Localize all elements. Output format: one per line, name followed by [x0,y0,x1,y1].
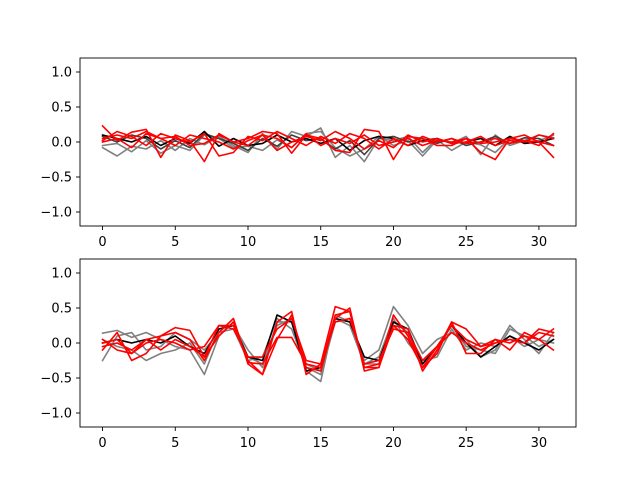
y-tick-label: 1.0 [51,66,72,81]
series-line-5 [101,305,555,376]
x-tick-label: 30 [531,436,548,451]
y-tick-label: −0.5 [40,372,72,387]
x-tick-label: 20 [385,235,402,250]
y-tick-label: −1.0 [40,407,72,422]
series-line-8 [101,317,555,365]
y-tick-label: 1.0 [51,267,72,282]
y-tick-label: 0.5 [51,302,72,317]
x-tick-label: 25 [458,436,475,451]
x-tick-label: 15 [312,436,329,451]
x-tick-label: 0 [98,436,106,451]
bottom-subplot: 0 5 10 15 20 25 30 −1.0 −0.5 0.0 0.5 1.0 [40,258,577,451]
x-tick-label: 5 [171,436,179,451]
series-line-5 [101,124,555,163]
y-tick-label: 0.0 [51,136,72,151]
x-tick-label: 20 [385,436,402,451]
x-tick-label: 25 [458,235,475,250]
x-tick-label: 0 [98,235,106,250]
x-tick-label: 5 [171,235,179,250]
x-tick-label: 15 [312,235,329,250]
x-tick-label: 10 [240,235,257,250]
series-group [101,124,555,163]
x-tick-label: 30 [531,235,548,250]
y-tick-label: −1.0 [40,206,72,221]
top-subplot: 0 5 10 15 20 25 30 −1.0 −0.5 0.0 0.5 1.0 [40,57,577,250]
series-group [101,305,555,383]
x-tick-label: 10 [240,436,257,451]
series-line-6 [101,130,555,152]
y-tick-label: −0.5 [40,171,72,186]
series-line-8 [101,132,555,149]
y-tick-label: 0.5 [51,101,72,116]
y-tick-label: 0.0 [51,337,72,352]
